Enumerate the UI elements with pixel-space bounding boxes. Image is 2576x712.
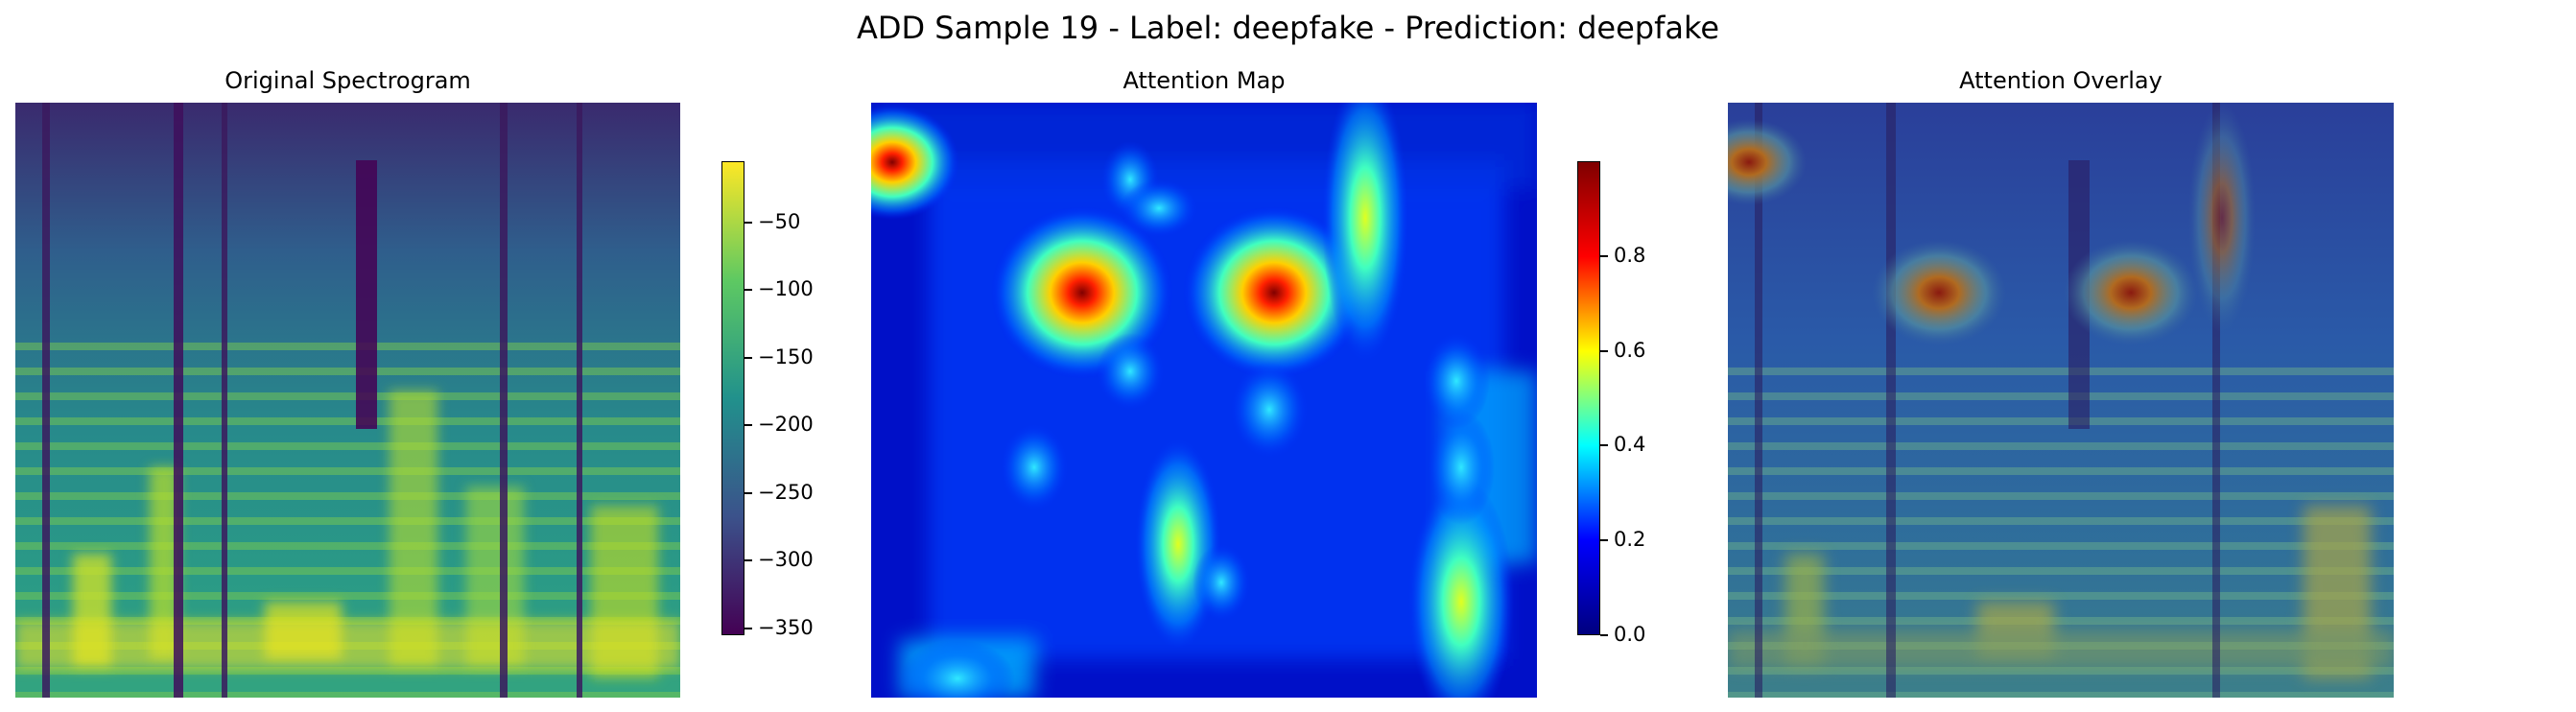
colorbar-tick-mark	[1600, 349, 1608, 352]
colorbar-tick-label: 0.0	[1614, 623, 1646, 646]
colorbar-tick-label: −350	[758, 615, 814, 639]
colorbar-tick-mark	[1600, 539, 1608, 542]
spectrogram-title: Original Spectrogram	[225, 67, 471, 94]
colorbar-tick-label: 0.4	[1614, 433, 1646, 457]
overlay-title: Attention Overlay	[1959, 67, 2162, 94]
colorbar-tick-label: −300	[758, 548, 814, 572]
attention-map-image	[871, 103, 1537, 698]
colorbar-tick-mark	[744, 289, 752, 292]
colorbar-tick-mark	[1600, 254, 1608, 257]
colorbar-tick-mark	[744, 356, 752, 359]
colorbar-tick-mark	[744, 627, 752, 629]
spectrogram-colorbar	[721, 161, 744, 635]
attention-colorbar-ticks: 0.8 0.6 0.4 0.2 0.0	[1600, 161, 1715, 646]
colorbar-tick-label: −150	[758, 344, 814, 368]
spectrogram-colorbar-ticks: −50 −100 −150 −200 −250 −300 −350	[744, 161, 860, 639]
overlay-image	[1728, 103, 2394, 698]
attention-colorbar	[1577, 161, 1600, 635]
colorbar-tick-mark	[744, 221, 752, 224]
colorbar-tick-mark	[1600, 634, 1608, 636]
colorbar-tick-mark	[744, 491, 752, 494]
colorbar-tick-label: −100	[758, 277, 814, 301]
figure-title: ADD Sample 19 - Label: deepfake - Predic…	[856, 10, 1720, 46]
colorbar-tick-label: −250	[758, 480, 814, 504]
colorbar-tick-mark	[744, 424, 752, 427]
spectrogram-image	[15, 103, 680, 698]
attention-map-title: Attention Map	[1123, 67, 1286, 94]
colorbar-tick-label: 0.8	[1614, 243, 1646, 267]
colorbar-tick-mark	[744, 559, 752, 562]
colorbar-tick-mark	[1600, 444, 1608, 447]
colorbar-tick-label: 0.6	[1614, 338, 1646, 362]
colorbar-tick-label: −50	[758, 209, 801, 233]
colorbar-tick-label: 0.2	[1614, 528, 1646, 552]
colorbar-tick-label: −200	[758, 413, 814, 437]
